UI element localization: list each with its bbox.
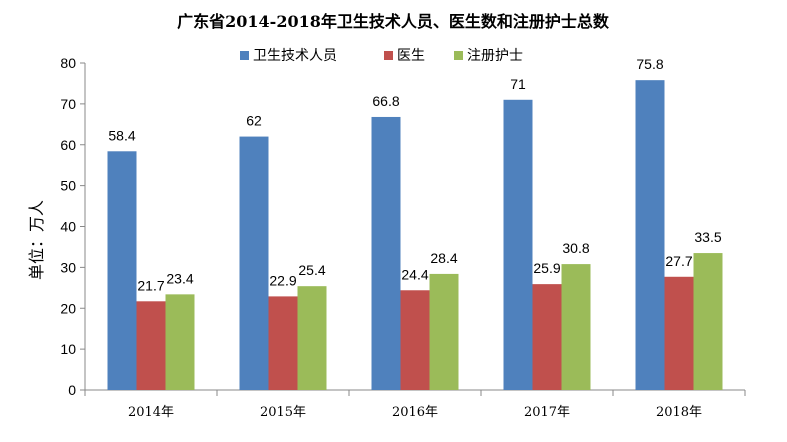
bar [693,253,723,390]
data-labels: 58.4 21.7 23.4 62 22.925.4 66.8 24.428.4 71 25.9… [108,56,721,293]
chart-title: 广东省2014-2018年卫生技术人员、医生数和注册护士总数 [177,12,610,31]
legend: 卫生技术人员 医生 注册护士 [240,48,523,64]
bar [400,290,430,390]
bar [136,301,166,390]
data-label: 24.4 [401,266,428,282]
data-label: 21.7 [137,277,164,293]
y-tick-label: 40 [60,219,76,235]
bar [532,284,562,390]
data-label: 62 [246,113,262,129]
bar [503,99,533,390]
data-label: 27.7 [665,253,692,269]
y-tick-label: 70 [60,96,76,112]
legend-label: 注册护士 [467,48,523,64]
y-tick-label: 60 [60,137,76,153]
bar [371,116,401,390]
data-label: 33.5 [694,229,721,245]
x-tick-label: 2018年 [656,405,702,420]
legend-swatch [240,51,249,60]
data-label: 23.4 [166,270,193,286]
y-tick-label: 20 [60,300,76,316]
bar [635,80,665,390]
axes: 0 10 20 30 40 50 60 70 80 2014年 2015年 2016年 2017年 201… [60,55,746,420]
x-tick-label: 2016年 [392,405,438,420]
bar [107,151,137,390]
y-tick-label: 30 [60,259,76,275]
data-label: 30.8 [562,240,589,256]
y-axis-label: 单位：万人 [27,200,46,280]
legend-label: 卫生技术人员 [253,48,337,64]
legend-swatch [384,51,393,60]
data-label: 28.4 [430,250,457,266]
data-label: 71 [510,76,526,92]
y-tick-label: 50 [60,178,76,194]
y-tick-label: 80 [60,55,76,71]
bar [664,276,694,390]
bar [268,296,298,390]
data-label: 75.8 [636,56,663,72]
bar [429,273,459,390]
bar [297,286,327,390]
bar [165,294,195,390]
bar [561,264,591,390]
y-tick-label: 10 [60,341,76,357]
x-tick-label: 2015年 [260,405,306,420]
bars [107,80,723,390]
legend-label: 医生 [397,48,425,64]
data-label: 58.4 [108,127,135,143]
data-label: 25.9 [533,260,560,276]
data-label: 22.9 [269,272,296,288]
data-label: 66.8 [372,93,399,109]
y-tick-label: 0 [68,382,76,398]
legend-swatch [454,51,463,60]
x-tick-label: 2014年 [128,405,174,420]
data-label: 25.4 [298,262,325,278]
bar [239,136,269,390]
x-tick-label: 2017年 [524,405,570,420]
